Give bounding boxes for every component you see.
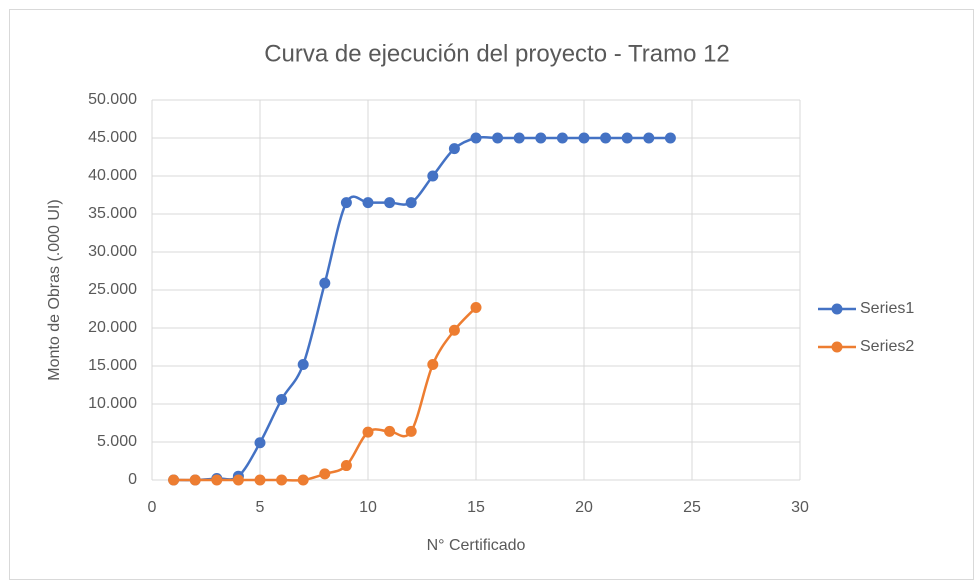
chart-title: Curva de ejecución del proyecto - Tramo … — [264, 40, 730, 67]
y-tick-label: 50.000 — [88, 91, 137, 108]
data-point — [297, 474, 309, 486]
chart-border — [9, 9, 974, 580]
data-point — [578, 132, 590, 144]
data-point — [405, 425, 417, 437]
data-point — [448, 324, 460, 336]
data-point — [232, 474, 244, 486]
x-tick-label: 20 — [575, 499, 593, 516]
x-tick-label: 25 — [683, 499, 701, 516]
x-tick-label: 15 — [467, 499, 485, 516]
data-point — [254, 437, 266, 449]
data-point — [448, 143, 460, 155]
y-axis-title: Monto de Obras (.000 UI) — [46, 199, 63, 380]
legend-label: Series2 — [860, 338, 914, 355]
data-point — [405, 197, 417, 209]
legend-marker — [831, 303, 843, 315]
y-tick-label: 45.000 — [88, 129, 137, 146]
y-tick-label: 35.000 — [88, 205, 137, 222]
x-tick-label: 10 — [359, 499, 377, 516]
data-point — [427, 358, 439, 370]
data-point — [276, 393, 288, 405]
data-point — [362, 426, 374, 438]
y-tick-label: 10.000 — [88, 395, 137, 412]
data-point — [664, 132, 676, 144]
x-tick-label: 0 — [148, 499, 157, 516]
data-point — [427, 170, 439, 182]
data-point — [254, 474, 266, 486]
data-point — [535, 132, 547, 144]
y-tick-label: 40.000 — [88, 167, 137, 184]
y-tick-label: 15.000 — [88, 357, 137, 374]
data-point — [362, 197, 374, 209]
data-point — [600, 132, 612, 144]
data-point — [211, 474, 223, 486]
data-point — [621, 132, 633, 144]
legend-marker — [831, 341, 843, 353]
x-tick-label: 30 — [791, 499, 809, 516]
legend-label: Series1 — [860, 300, 914, 317]
data-point — [384, 197, 396, 209]
data-point — [168, 474, 180, 486]
data-point — [340, 460, 352, 472]
data-point — [276, 474, 288, 486]
data-point — [319, 277, 331, 289]
y-tick-label: 30.000 — [88, 243, 137, 260]
data-point — [643, 132, 655, 144]
data-point — [470, 132, 482, 144]
y-tick-label: 20.000 — [88, 319, 137, 336]
x-axis-title: N° Certificado — [427, 537, 526, 554]
data-point — [340, 197, 352, 209]
y-tick-label: 25.000 — [88, 281, 137, 298]
data-point — [556, 132, 568, 144]
data-point — [189, 474, 201, 486]
data-point — [384, 425, 396, 437]
y-tick-label: 0 — [128, 471, 137, 488]
data-point — [492, 132, 504, 144]
x-tick-label: 5 — [256, 499, 265, 516]
data-point — [470, 301, 482, 313]
y-tick-label: 5.000 — [97, 433, 137, 450]
data-point — [297, 358, 309, 370]
data-point — [513, 132, 525, 144]
data-point — [319, 468, 331, 480]
